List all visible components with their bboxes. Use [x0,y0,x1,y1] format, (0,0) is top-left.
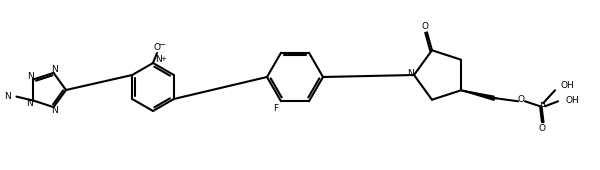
Text: O: O [539,124,545,133]
Text: N: N [51,106,58,115]
Text: N: N [4,92,11,101]
Text: N: N [26,99,34,108]
Text: N: N [407,70,413,79]
Text: OH: OH [560,81,574,90]
Text: OH: OH [565,96,579,105]
Text: N: N [155,55,161,64]
Text: −: − [158,40,166,49]
Text: O: O [421,22,428,31]
Text: O: O [518,95,524,104]
Text: O: O [154,44,161,53]
Text: P: P [539,102,545,111]
Text: F: F [274,104,278,113]
Polygon shape [461,90,494,100]
Text: N: N [27,72,34,81]
Text: +: + [160,56,166,62]
Text: N: N [51,65,58,74]
